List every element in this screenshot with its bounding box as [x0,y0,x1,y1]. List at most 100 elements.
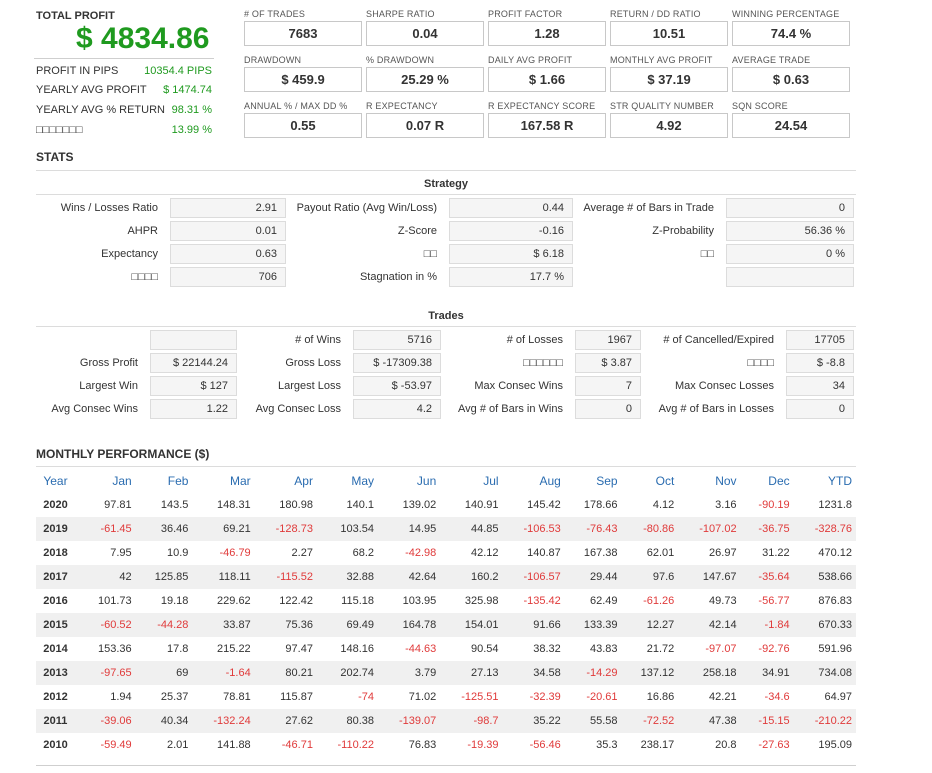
value-cell: -60.52 [78,613,136,637]
stat-label [576,267,714,287]
metric-value: $ 37.19 [610,67,728,92]
value-cell: 19.18 [160,595,189,607]
value-cell: -135.42 [523,595,561,607]
metric-sqn-score: SQN SCORE 24.54 [732,101,850,138]
table-row: 2015 -60.52 -44.28 33.87 75.36 69.49 164.78 154… [36,613,856,637]
value-cell: 103.95 [402,595,437,607]
value-cell: -61.26 [643,595,675,607]
metric-winning-percentage: WINNING PERCENTAGE 74.4 % [732,9,850,46]
value-cell: 3.16 [715,499,737,511]
value-cell: 26.97 [709,547,737,559]
value-cell: 42.12 [471,547,499,559]
table-row: 2014 153.36 17.8 215.22 97.47 148.16 -44.63 90.… [36,637,856,661]
value-cell: -125.51 [461,691,499,703]
value-cell: -98.7 [440,709,503,733]
year-cell: 2015 [36,613,79,637]
value-cell: -90.19 [758,499,790,511]
metric-value: $ 0.63 [732,67,850,92]
stat-value: 1.22 [150,399,237,419]
metric-value: 24.54 [732,113,850,138]
value-cell: 29.44 [564,565,622,589]
value-cell: 17.8 [167,643,189,655]
value-cell: 470.12 [818,547,852,559]
value-cell: 876.83 [818,595,852,607]
year-cell: 2016 [43,595,68,607]
value-cell: 97.81 [104,499,132,511]
value-cell: 1231.8 [818,499,852,511]
stat-value: 0.63 [170,244,286,264]
metric-label: MONTHLY AVG PROFIT [610,55,713,65]
stat-label: AHPR [127,225,158,237]
value-cell: 14.95 [378,517,441,541]
metric-value: 10.51 [610,21,728,46]
value-cell: 47.38 [678,709,741,733]
value-cell: -61.45 [78,517,136,541]
value-cell: 27.13 [440,661,503,685]
col-header-jan: Jan [112,474,132,488]
monthly-divider [36,466,856,467]
stat-value: $ 22144.24 [150,353,237,373]
value-cell: -97.07 [705,643,737,655]
value-cell: 238.17 [640,739,675,751]
value-cell: 42 [78,565,136,589]
value-cell: 7.95 [110,547,132,559]
value-cell: 42.14 [678,613,741,637]
table-row: 2018 7.95 10.9 -46.79 2.27 68.2 -42.98 42.12 140… [36,541,856,565]
metric-label: SHARPE RATIO [366,9,435,19]
monthly-table-body: 2020 97.81 143.5 148.31 180.98 140.1 139.02 140… [36,493,856,757]
value-cell: 90.54 [471,643,499,655]
value-cell: -132.24 [192,709,255,733]
value-cell: -110.22 [337,739,375,751]
stat-label: Max Consec Wins [474,380,563,392]
stat-label: Gross Profit [79,357,138,369]
strategy-divider [36,194,856,195]
value-cell: 2.27 [291,547,313,559]
metric-label: ANNUAL % / MAX DD % [244,101,348,111]
summary-value: 98.31 % [171,104,212,116]
value-cell: -74 [358,691,374,703]
col-header-ytd: YTD [828,474,852,488]
value-cell: 62.01 [646,547,675,559]
value-cell: 71.02 [408,691,437,703]
stat-label: □□ [423,248,437,260]
value-cell: -76.43 [564,517,622,541]
value-cell: -106.57 [502,565,565,589]
value-cell: 125.85 [135,565,193,589]
stat-value: 4.2 [353,399,441,419]
value-cell: 42.21 [709,691,737,703]
stat-label: # of Losses [506,334,563,346]
summary-row-profit-pips: PROFIT IN PIPS 10354.4 PIPS [36,65,212,81]
metric-label: WINNING PERCENTAGE [732,9,840,19]
value-cell: -35.64 [740,565,794,589]
value-cell: 35.3 [596,739,618,751]
year-cell: 2012 [43,691,68,703]
metric-drawdown: DRAWDOWN $ 459.9 [244,55,362,92]
value-cell: -1.64 [192,661,255,685]
value-cell: -42.98 [405,547,437,559]
value-cell: 12.27 [621,613,679,637]
value-cell: 40.34 [135,709,193,733]
value-cell: 133.39 [564,613,622,637]
value-cell: 164.78 [378,613,441,637]
table-row: 2012 1.94 25.37 78.81 115.87 -74 71.02 -125.51 -… [36,685,856,709]
stats-title: STATS [36,150,74,164]
metric-label: SQN SCORE [732,101,788,111]
value-cell: 229.62 [217,595,251,607]
stat-label: Z-Probability [652,225,714,237]
value-cell: 80.38 [316,709,378,733]
value-cell: -128.73 [254,517,317,541]
metric-value: 4.92 [610,113,728,138]
table-row: 2019 -61.45 36.46 69.21 -128.73 103.54 14.95 44… [36,517,856,541]
value-cell: -46.71 [281,739,313,751]
value-cell: 215.22 [217,643,251,655]
summary-row-yearly-avg-profit: YEARLY AVG PROFIT $ 1474.74 [36,84,212,100]
value-cell: 62.49 [590,595,618,607]
value-cell: 167.38 [583,547,618,559]
col-header-aug: Aug [539,474,561,488]
value-cell: -32.39 [529,691,561,703]
value-cell: 49.73 [709,595,737,607]
value-cell: 122.42 [279,595,313,607]
value-cell: 34.58 [502,661,565,685]
stat-value: 7 [575,376,641,396]
value-cell: 97.47 [285,643,313,655]
